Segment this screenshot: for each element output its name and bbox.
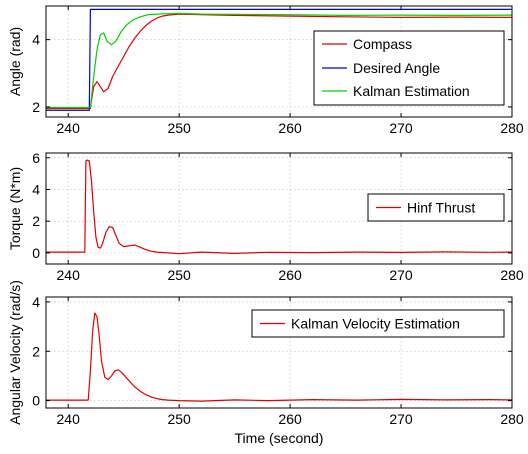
torque-ticks: 240 250 260 270 280 0 2 4 6 [32, 150, 524, 283]
angle-y-axis-label: Angle (rad) [7, 27, 23, 96]
y-tick-label: 4 [32, 181, 40, 197]
x-tick-label: 270 [389, 267, 413, 283]
angle-plot-frame [45, 5, 513, 118]
y-tick-label: 4 [32, 32, 40, 48]
velocity-legend-box [251, 309, 505, 338]
series-line-kalman-velocity-estimation [46, 312, 513, 402]
legend-label-kalman-velocity: Kalman Velocity Estimation [291, 316, 460, 332]
y-tick-label: 6 [32, 150, 40, 166]
y-tick-label: 2 [32, 99, 40, 115]
angle-legend: Compass Desired Angle Kalman Estimation [313, 30, 505, 106]
x-tick-label: 250 [167, 120, 191, 136]
panel-velocity: 240 250 260 270 280 0 2 4 Angular Velocity (rad… [7, 280, 524, 446]
panel-torque: 240 250 260 270 280 0 2 4 6 Torque (N*m) Hinf Th… [7, 150, 524, 283]
torque-lines [46, 159, 513, 255]
x-tick-label: 240 [57, 120, 81, 136]
x-tick-label: 280 [500, 267, 524, 283]
y-tick-label: 0 [32, 245, 40, 261]
torque-plot-frame [45, 152, 513, 265]
x-tick-label: 280 [500, 411, 524, 427]
angle-ticks: 240 250 260 270 280 2 4 [32, 6, 524, 136]
torque-y-axis-label: Torque (N*m) [7, 167, 23, 250]
series-line-desired-angle [46, 8, 512, 111]
legend-label-hinf-thrust: Hinf Thrust [407, 200, 475, 216]
legend-label-desired-angle: Desired Angle [353, 60, 440, 76]
x-tick-label: 260 [278, 120, 302, 136]
velocity-legend: Kalman Velocity Estimation [251, 309, 505, 338]
velocity-plot-frame [45, 296, 513, 409]
series-line-kalman-estimation [46, 12, 513, 109]
series-line-compass [46, 13, 513, 110]
velocity-lines [46, 312, 513, 402]
x-tick-label: 280 [500, 120, 524, 136]
y-tick-label: 2 [32, 343, 40, 359]
velocity-x-axis-label: Time (second) [235, 430, 324, 446]
x-tick-label: 240 [57, 411, 81, 427]
series-line-hinf-thrust [46, 159, 513, 255]
x-tick-label: 260 [278, 411, 302, 427]
panel-angle: 240 250 260 270 280 2 4 Angle (rad) Compass De… [7, 5, 524, 136]
x-tick-label: 270 [389, 120, 413, 136]
torque-legend: Hinf Thrust [367, 193, 505, 222]
legend-label-compass: Compass [353, 36, 412, 52]
x-tick-label: 260 [278, 267, 302, 283]
x-tick-label: 270 [389, 411, 413, 427]
legend-label-kalman-estimation: Kalman Estimation [353, 83, 470, 99]
y-tick-label: 0 [32, 393, 40, 409]
x-tick-label: 250 [167, 267, 191, 283]
velocity-ticks: 240 250 260 270 280 0 2 4 [32, 294, 524, 427]
y-tick-label: 2 [32, 213, 40, 229]
velocity-y-axis-label: Angular Velocity (rad/s) [7, 280, 23, 425]
angle-lines [46, 8, 513, 111]
y-tick-label: 4 [32, 294, 40, 310]
x-tick-label: 250 [167, 411, 191, 427]
x-tick-label: 240 [57, 267, 81, 283]
